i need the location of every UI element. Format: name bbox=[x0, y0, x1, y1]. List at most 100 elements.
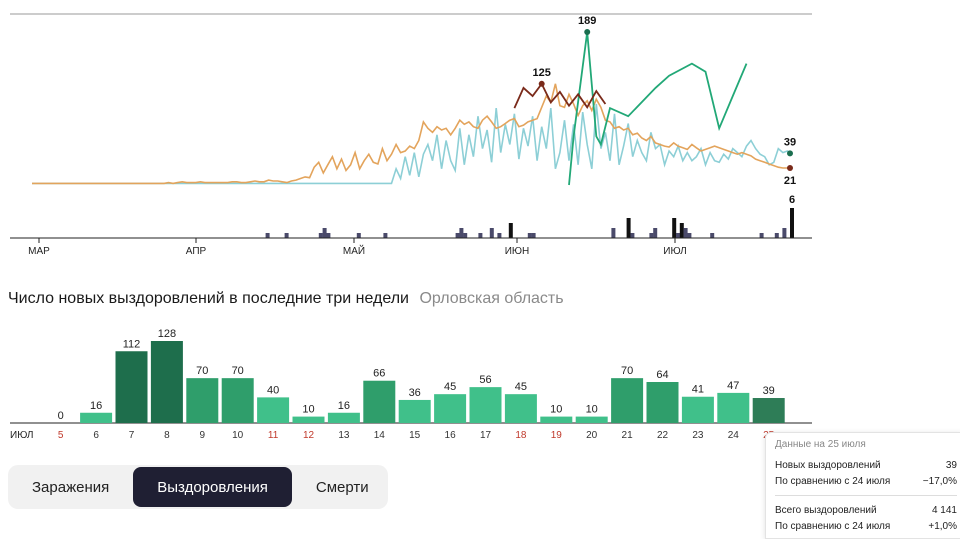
death-bar bbox=[710, 233, 715, 238]
tooltip-compare2-label: По сравнению с 24 июля bbox=[775, 521, 891, 532]
death-bar bbox=[676, 233, 680, 238]
death-bar bbox=[455, 233, 460, 238]
bar-category-label: 10 bbox=[232, 430, 244, 441]
bar bbox=[540, 416, 573, 423]
bar-category-label: 8 bbox=[164, 430, 170, 441]
death-bar bbox=[683, 228, 688, 238]
x-tick-label: ИЮН bbox=[505, 246, 530, 257]
bar bbox=[434, 394, 467, 423]
metric-tabs: Заражения Выздоровления Смерти bbox=[8, 465, 388, 509]
bar bbox=[292, 416, 325, 423]
bar-value-label: 112 bbox=[123, 338, 141, 350]
bar bbox=[575, 416, 608, 423]
bar-month-label: ИЮЛ bbox=[10, 430, 33, 441]
death-bar bbox=[649, 233, 654, 238]
death-bar bbox=[383, 233, 388, 238]
bar bbox=[115, 351, 148, 423]
death-bar bbox=[611, 228, 616, 238]
data-tooltip: Данные на 25 июля Новых выздоровлений 39… bbox=[765, 432, 960, 539]
death-bar bbox=[322, 228, 327, 238]
tooltip-row-new: Новых выздоровлений 39 bbox=[775, 460, 957, 471]
death-bar bbox=[626, 218, 631, 238]
bar-value-label: 39 bbox=[763, 385, 775, 397]
bar-category-label: 12 bbox=[303, 430, 315, 441]
bar bbox=[257, 397, 290, 423]
bar-category-label: 19 bbox=[551, 430, 563, 441]
death-bar bbox=[356, 233, 361, 238]
death-bar bbox=[478, 233, 483, 238]
tooltip-compare1-label: По сравнению с 24 июля bbox=[775, 476, 891, 487]
death-bar bbox=[774, 233, 779, 238]
bar-category-label: 21 bbox=[622, 430, 634, 441]
bar-category-label: 5 bbox=[58, 430, 64, 441]
tooltip-compare2-value: +1,0% bbox=[928, 521, 957, 532]
region-name: Орловская область bbox=[419, 290, 564, 307]
tooltip-compare1-value: −17,0% bbox=[922, 476, 957, 487]
bar-value-label: 45 bbox=[515, 381, 527, 393]
tab-infections[interactable]: Заражения bbox=[8, 467, 133, 507]
death-bar bbox=[782, 228, 787, 238]
recoveries-bar-chart: ИЮЛ 0 5 16 6 112 7 128 8 70 9 70 10 40 11 10 12 16 13 66 14 3… bbox=[10, 328, 812, 441]
bar-value-label: 66 bbox=[373, 368, 385, 380]
x-tick-label: АПР bbox=[186, 246, 207, 257]
bar-category-label: 14 bbox=[374, 430, 386, 441]
death-bar bbox=[497, 233, 502, 238]
bar-category-label: 18 bbox=[515, 430, 527, 441]
bar bbox=[717, 392, 750, 423]
bar-value-label: 10 bbox=[302, 404, 314, 416]
peak-marker bbox=[584, 29, 591, 35]
bar-category-label: 23 bbox=[692, 430, 704, 441]
death-bar bbox=[653, 228, 658, 238]
series-line-1 bbox=[32, 103, 793, 185]
x-tick-label: ИЮЛ bbox=[663, 246, 686, 257]
tab-deaths[interactable]: Смерти bbox=[292, 467, 393, 507]
bar-value-label: 64 bbox=[656, 369, 668, 381]
x-tick-label: МАР bbox=[28, 246, 50, 257]
bar-chart-title: Число новых выздоровлений в последние тр… bbox=[8, 290, 409, 307]
series-line-highlight bbox=[513, 82, 607, 109]
bar-value-label: 47 bbox=[727, 380, 739, 392]
death-bar bbox=[527, 233, 532, 238]
bar-value-label: 45 bbox=[444, 381, 456, 393]
death-bar bbox=[459, 228, 464, 238]
bar-category-label: 24 bbox=[728, 430, 740, 441]
bar bbox=[363, 380, 396, 423]
death-bar bbox=[531, 233, 536, 238]
bar-value-label: 56 bbox=[479, 374, 491, 386]
bar-value-label: 70 bbox=[621, 365, 633, 377]
bar-category-label: 7 bbox=[129, 430, 135, 441]
death-bar bbox=[463, 233, 468, 238]
tooltip-new-value: 39 bbox=[945, 460, 957, 471]
bar-category-label: 13 bbox=[338, 430, 350, 441]
tab-recoveries[interactable]: Выздоровления bbox=[133, 467, 292, 507]
bar bbox=[398, 399, 431, 423]
tooltip-total-label: Всего выздоровлений bbox=[775, 505, 877, 516]
bar-value-label: 70 bbox=[196, 365, 208, 377]
bar-category-label: 20 bbox=[586, 430, 598, 441]
bar bbox=[611, 378, 644, 423]
bar bbox=[150, 341, 183, 423]
bar bbox=[327, 412, 360, 423]
tooltip-total-value: 4 141 bbox=[931, 505, 957, 516]
peak-label: 39 bbox=[784, 136, 796, 148]
tooltip-row-compare1: По сравнению с 24 июля −17,0% bbox=[775, 476, 957, 487]
tooltip-date: Данные на 25 июля bbox=[775, 439, 866, 450]
bar-value-label: 16 bbox=[338, 400, 350, 412]
death-bar bbox=[687, 233, 692, 238]
bar-category-label: 6 bbox=[93, 430, 99, 441]
x-tick-label: МАЙ bbox=[343, 244, 365, 257]
series-line-0 bbox=[32, 83, 792, 185]
bar-category-label: 9 bbox=[200, 430, 206, 441]
bar-category-label: 16 bbox=[445, 430, 457, 441]
bar bbox=[681, 396, 714, 423]
death-bar bbox=[790, 208, 794, 238]
bar-value-label: 16 bbox=[90, 400, 102, 412]
bar-value-label: 40 bbox=[267, 384, 279, 396]
tooltip-row-total: Всего выздоровлений 4 141 bbox=[775, 505, 957, 516]
bar-value-label: 10 bbox=[550, 404, 562, 416]
death-bar bbox=[284, 233, 289, 238]
bar-chart-heading: Число новых выздоровлений в последние тр… bbox=[8, 290, 564, 308]
peak-label: 21 bbox=[784, 175, 796, 187]
bar-value-label: 70 bbox=[232, 365, 244, 377]
bar-category-label: 11 bbox=[268, 430, 279, 441]
